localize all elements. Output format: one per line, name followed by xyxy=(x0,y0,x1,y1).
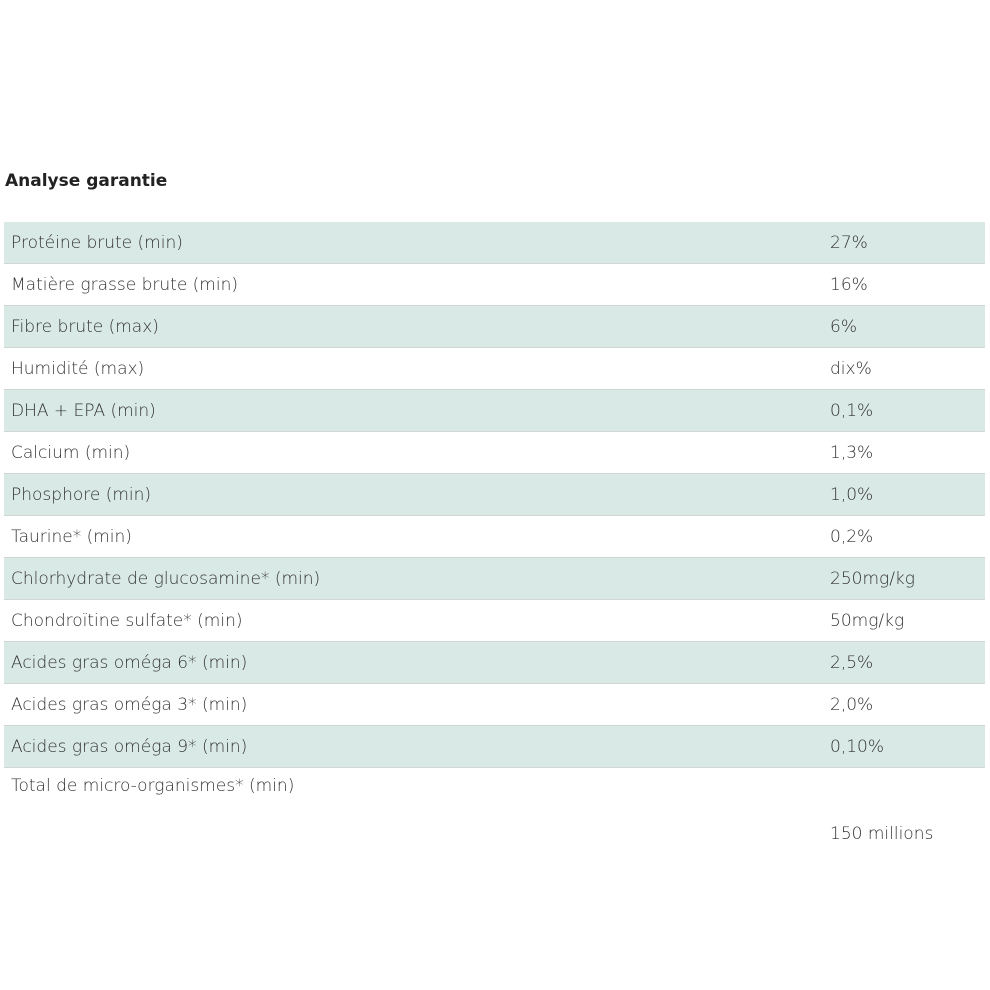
nutrient-value: 50mg/kg xyxy=(818,599,985,642)
nutrient-value: 0,2% xyxy=(818,515,985,558)
nutrient-label: Taurine* (min) xyxy=(4,515,818,558)
nutrient-label: Phosphore (min) xyxy=(4,473,818,516)
nutrient-value: 0,10% xyxy=(818,725,985,768)
nutrient-value: 250mg/kg xyxy=(818,557,985,600)
nutrient-value: 2,0% xyxy=(818,683,985,726)
guaranteed-analysis-table: Protéine brute (min) 27% Matière grasse br… xyxy=(4,222,985,854)
nutrient-label: Total de micro-organismes* (min) xyxy=(11,776,295,796)
nutrient-value: 1,3% xyxy=(818,431,985,474)
table-row: Protéine brute (min) 27% xyxy=(4,222,985,264)
nutrient-value: 6% xyxy=(818,305,985,348)
nutrient-value: 0,1% xyxy=(818,389,985,432)
nutrient-value: 1,0% xyxy=(818,473,985,516)
nutrient-label: Acides gras oméga 6* (min) xyxy=(4,641,818,684)
nutrient-label: Chondroïtine sulfate* (min) xyxy=(4,599,818,642)
table-row: Taurine* (min) 0,2% xyxy=(4,515,985,558)
nutrient-label: Chlorhydrate de glucosamine* (min) xyxy=(4,557,818,600)
nutrient-value: 27% xyxy=(818,222,985,264)
nutrient-label: Matière grasse brute (min) xyxy=(4,263,818,306)
table-row: Calcium (min) 1,3% xyxy=(4,431,985,474)
nutrient-label: Fibre brute (max) xyxy=(4,305,818,348)
table-row: DHA + EPA (min) 0,1% xyxy=(4,389,985,432)
nutrient-value: 16% xyxy=(818,263,985,306)
table-row: Fibre brute (max) 6% xyxy=(4,305,985,348)
nutrient-label: DHA + EPA (min) xyxy=(4,389,818,432)
nutrient-value: dix% xyxy=(818,347,985,390)
nutrient-label: Acides gras oméga 3* (min) xyxy=(4,683,818,726)
section-title: Analyse garantie xyxy=(5,171,168,191)
table-row: Humidité (max) dix% xyxy=(4,347,985,390)
table-row: Acides gras oméga 6* (min) 2,5% xyxy=(4,641,985,684)
table-row: Phosphore (min) 1,0% xyxy=(4,473,985,516)
table-row: Chondroïtine sulfate* (min) 50mg/kg xyxy=(4,599,985,642)
table-row: Matière grasse brute (min) 16% xyxy=(4,263,985,306)
table-row: Acides gras oméga 3* (min) 2,0% xyxy=(4,683,985,726)
nutrient-label: Acides gras oméga 9* (min) xyxy=(4,725,818,768)
table-row: Chlorhydrate de glucosamine* (min) 250mg/… xyxy=(4,557,985,600)
nutrient-label: Protéine brute (min) xyxy=(4,222,818,264)
nutrient-label: Humidité (max) xyxy=(4,347,818,390)
nutrient-value: 150 millions xyxy=(830,824,934,844)
table-row: Total de micro-organismes* (min) 150 mill… xyxy=(4,768,985,855)
table-row: Acides gras oméga 9* (min) 0,10% xyxy=(4,725,985,768)
nutrient-label: Calcium (min) xyxy=(4,431,818,474)
nutrient-value: 2,5% xyxy=(818,641,985,684)
